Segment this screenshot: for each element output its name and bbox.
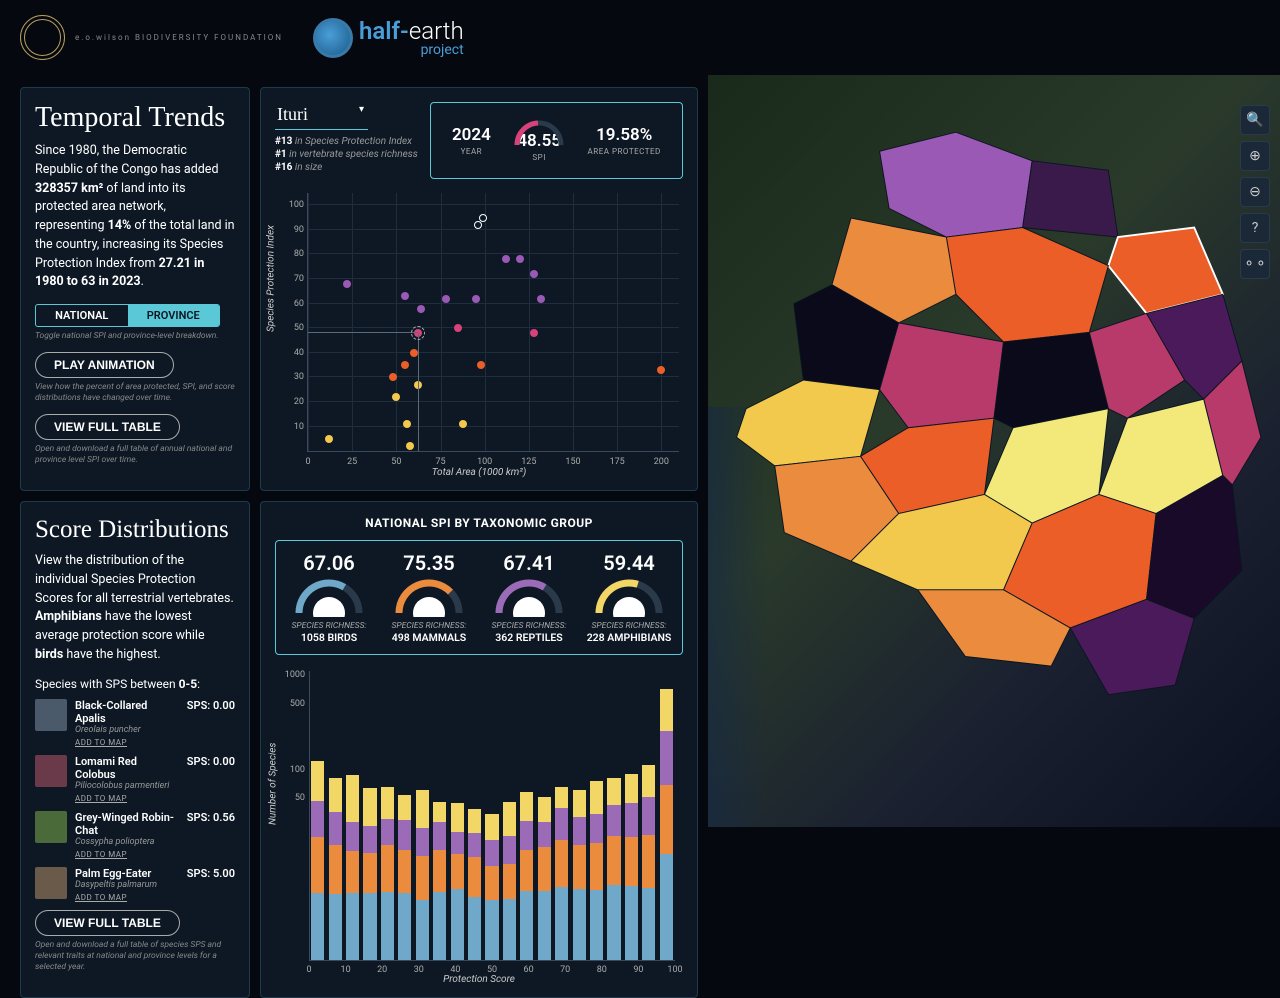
region-select[interactable]: Ituri xyxy=(275,102,368,130)
taxonomic-panel: NATIONAL SPI BY TAXONOMIC GROUP 67.06 SP… xyxy=(260,501,698,998)
map-tools: 🔍 ⊕ ⊖ ? ⚬⚬ xyxy=(1240,105,1270,279)
add-to-map-link[interactable]: ADD TO MAP xyxy=(75,794,179,803)
temporal-trends-panel: Temporal Trends Since 1980, the Democrat… xyxy=(20,87,250,491)
metric-area: 19.58% AREA PROTECTED xyxy=(588,125,661,156)
province-shape[interactable] xyxy=(1023,161,1118,237)
species-thumb xyxy=(35,755,67,787)
province-map[interactable] xyxy=(708,75,1280,790)
province-shape[interactable] xyxy=(880,132,1033,237)
species-list: Black-Collared ApalisOreolais puncherADD… xyxy=(35,699,235,902)
table-hint: Open and download a full table of annual… xyxy=(35,444,235,466)
metrics-box: 2024 YEAR 48.55 SPI 19.58% AREA PROTECTE… xyxy=(430,102,683,179)
add-to-map-link[interactable]: ADD TO MAP xyxy=(75,738,179,747)
taxo-group: 67.41 SPECIES RICHNESS:362 REPTILES xyxy=(482,551,576,644)
toggle-hint: Toggle national SPI and province-level b… xyxy=(35,331,235,342)
spi-gauge xyxy=(513,119,565,147)
species-item: Lomami Red ColobusPiliocolobus parmentie… xyxy=(35,755,235,803)
sps-range-title: Species with SPS between 0-5: xyxy=(35,677,235,691)
province-shape[interactable] xyxy=(880,323,1004,428)
header: e.o.wilson BIODIVERSITY FOUNDATION half-… xyxy=(0,0,1280,75)
species-thumb xyxy=(35,867,67,899)
scores-title: Score Distributions xyxy=(35,516,235,544)
temporal-desc: Since 1980, the Democratic Republic of t… xyxy=(35,142,235,292)
scores-view-table-button[interactable]: VIEW FULL TABLE xyxy=(35,910,180,936)
scope-toggle: NATIONAL PROVINCE xyxy=(35,304,220,327)
scores-desc: View the distribution of the individual … xyxy=(35,552,235,665)
scatter-chart[interactable]: 0255075100125150175200102030405060708090… xyxy=(275,187,683,476)
species-item: Grey-Winged Robin-ChatCossypha poliopter… xyxy=(35,811,235,859)
eo-logo-text: e.o.wilson BIODIVERSITY FOUNDATION xyxy=(75,33,283,42)
taxo-group: 59.44 SPECIES RICHNESS:228 AMPHIBIANS xyxy=(582,551,676,644)
species-item: Palm Egg-EaterDasypeltis palmarumADD TO … xyxy=(35,867,235,902)
share-icon[interactable]: ⚬⚬ xyxy=(1240,249,1270,279)
taxo-title: NATIONAL SPI BY TAXONOMIC GROUP xyxy=(275,516,683,530)
view-full-table-button[interactable]: VIEW FULL TABLE xyxy=(35,414,180,440)
province-shape[interactable] xyxy=(946,228,1108,342)
metric-spi: 48.55 SPI xyxy=(513,119,565,162)
scatter-panel: Ituri #13 in Species Protection Index#1 … xyxy=(260,87,698,491)
taxo-group: 67.06 SPECIES RICHNESS:1058 BIRDS xyxy=(282,551,376,644)
temporal-title: Temporal Trends xyxy=(35,102,235,134)
taxo-row: 67.06 SPECIES RICHNESS:1058 BIRDS 75.35 … xyxy=(275,540,683,655)
metric-year: 2024 YEAR xyxy=(452,125,491,156)
search-icon[interactable]: 🔍 xyxy=(1240,105,1270,135)
map-panel[interactable]: 🔍 ⊕ ⊖ ? ⚬⚬ xyxy=(708,75,1280,827)
score-distributions-panel: Score Distributions View the distributio… xyxy=(20,501,250,998)
zoom-out-icon[interactable]: ⊖ xyxy=(1240,177,1270,207)
histogram-chart[interactable]: 5010050010000102030405060708090100 Prote… xyxy=(275,667,683,983)
play-animation-button[interactable]: PLAY ANIMATION xyxy=(35,352,174,378)
toggle-province[interactable]: PROVINCE xyxy=(128,305,220,326)
zoom-in-icon[interactable]: ⊕ xyxy=(1240,141,1270,171)
add-to-map-link[interactable]: ADD TO MAP xyxy=(75,893,179,902)
toggle-national[interactable]: NATIONAL xyxy=(36,305,128,326)
add-to-map-link[interactable]: ADD TO MAP xyxy=(75,850,179,859)
play-hint: View how the percent of area protected, … xyxy=(35,382,235,404)
half-earth-logo[interactable]: half-earth project xyxy=(313,18,464,58)
eo-logo-icon xyxy=(20,15,65,60)
species-item: Black-Collared ApalisOreolais puncherADD… xyxy=(35,699,235,747)
species-thumb xyxy=(35,699,67,731)
help-icon[interactable]: ? xyxy=(1240,213,1270,243)
scores-table-hint: Open and download a full table of specie… xyxy=(35,940,235,973)
eo-wilson-logo[interactable]: e.o.wilson BIODIVERSITY FOUNDATION xyxy=(20,15,283,60)
province-shape[interactable] xyxy=(737,380,880,466)
region-ranks: #13 in Species Protection Index#1 in ver… xyxy=(275,136,418,173)
globe-icon xyxy=(313,18,353,58)
taxo-group: 75.35 SPECIES RICHNESS:498 MAMMALS xyxy=(382,551,476,644)
